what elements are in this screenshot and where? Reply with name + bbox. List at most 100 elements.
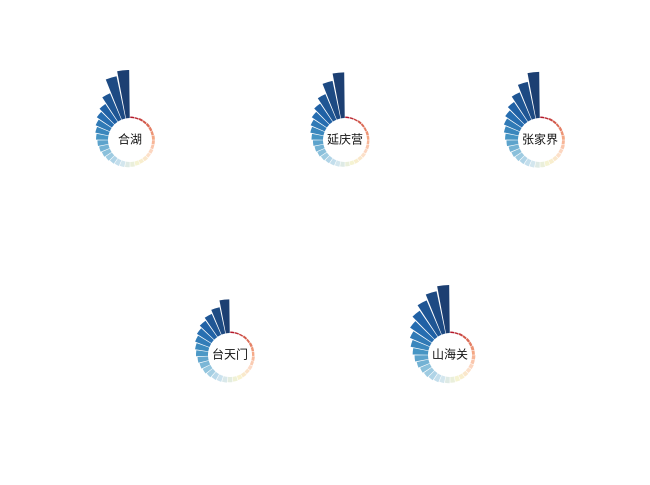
- radial-bar: [216, 374, 224, 382]
- radial-bar: [428, 370, 438, 381]
- radial-bar: [142, 155, 149, 162]
- radial-bar: [312, 140, 324, 146]
- radial-bar: [540, 161, 546, 168]
- radial-bar: [227, 376, 233, 383]
- radial-bar: [410, 321, 435, 343]
- radial-bar: [334, 160, 341, 167]
- radial-bar: [425, 291, 446, 335]
- radial-bar: [558, 148, 564, 154]
- radial-bar: [363, 148, 368, 154]
- radial-bar: [349, 160, 355, 166]
- radial-bar: [244, 368, 250, 375]
- radial-bar: [134, 117, 139, 120]
- radial-bar: [544, 117, 549, 120]
- radial-bar: [555, 123, 560, 128]
- radial-bar: [552, 155, 559, 162]
- radial-bar: [211, 307, 226, 335]
- radial-bar: [109, 155, 118, 164]
- radial-bar: [99, 144, 110, 152]
- radial-bar: [151, 140, 155, 145]
- radial-bar: [148, 148, 154, 154]
- center-disc: [210, 335, 250, 375]
- radial-bar: [197, 356, 209, 363]
- radial-bar: [240, 371, 247, 378]
- radial-bar: [124, 161, 130, 168]
- radial-bar: [101, 148, 112, 157]
- radial-bar: [206, 368, 216, 378]
- radial-bar: [357, 120, 362, 125]
- radial-bar: [196, 350, 209, 357]
- radial-bar: [195, 343, 210, 352]
- radial-bar: [219, 299, 230, 334]
- radial-bar: [471, 350, 475, 355]
- radial-bar: [311, 111, 330, 128]
- radial-bar: [505, 110, 525, 128]
- radial-bar: [310, 126, 325, 136]
- radial-bar: [515, 152, 525, 162]
- radial-bar: [310, 119, 327, 132]
- radial-bar: [462, 335, 467, 340]
- radial-bar: [470, 359, 475, 365]
- radial-bar: [332, 72, 345, 119]
- radial-bar: [251, 351, 255, 356]
- center-label: 台天门: [212, 347, 248, 362]
- radial-bar: [230, 331, 235, 334]
- radial-bar: [555, 152, 562, 159]
- radial-bar: [365, 144, 370, 150]
- radial-bar: [114, 158, 122, 166]
- radial-bar: [465, 337, 471, 343]
- radial-bar: [199, 360, 211, 369]
- center-disc: [520, 120, 560, 160]
- radial-bar: [357, 155, 363, 161]
- radial-bar: [345, 161, 350, 167]
- radial-bar: [433, 373, 442, 383]
- center-label: 合湖: [118, 132, 142, 147]
- radial-bar: [138, 158, 145, 164]
- radial-bar: [325, 155, 333, 164]
- radial-bar: [202, 364, 213, 374]
- radial-bar: [511, 92, 532, 122]
- radial-bar: [130, 161, 135, 167]
- radial-bar: [211, 371, 220, 380]
- radial-bar: [195, 335, 212, 348]
- radial-bar: [250, 346, 255, 352]
- center-label: 山海关: [432, 347, 468, 362]
- radial-bar: [102, 93, 122, 122]
- radial-bar: [454, 332, 459, 335]
- radial-bar: [234, 332, 239, 335]
- radial-bar: [329, 158, 337, 166]
- radial-bar: [458, 333, 464, 337]
- radial-bar: [508, 144, 520, 152]
- radial-bar: [412, 348, 429, 355]
- radial-bar: [251, 356, 255, 361]
- radial-bar: [99, 104, 118, 125]
- radial-bar: [134, 160, 140, 166]
- radial-bar: [340, 161, 345, 167]
- radial-bar: [150, 144, 155, 150]
- radial-bar: [511, 148, 522, 157]
- radial-bar: [450, 376, 456, 383]
- radial-bar: [117, 70, 130, 119]
- radial-bar: [95, 126, 110, 136]
- radial-bar: [238, 333, 244, 337]
- radial-bar: [150, 130, 154, 136]
- radial-bar: [437, 285, 450, 334]
- radial-bar: [471, 355, 476, 360]
- radial-bar: [366, 140, 370, 145]
- radial-bar: [249, 360, 255, 366]
- radial-bar: [534, 161, 540, 168]
- radial-bar: [529, 160, 536, 168]
- radial-bar: [366, 135, 370, 140]
- radial-bar: [444, 376, 450, 384]
- radial-bar: [561, 140, 565, 145]
- radial-bar: [97, 140, 109, 146]
- center-disc: [325, 120, 365, 160]
- radial-bar: [105, 152, 115, 161]
- radial-bar: [468, 341, 473, 347]
- radial-bar: [148, 126, 153, 132]
- radial-bar: [558, 126, 563, 132]
- radial-bar: [119, 160, 126, 168]
- center-label: 延庆营: [327, 133, 363, 147]
- radial-bar: [105, 76, 126, 120]
